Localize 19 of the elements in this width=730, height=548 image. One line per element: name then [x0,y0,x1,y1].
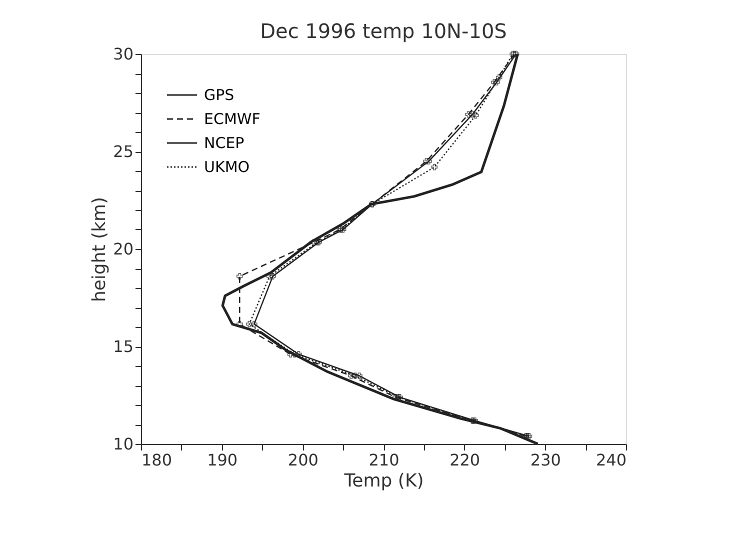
y-tick-label: 10 [113,434,134,454]
legend-label: UKMO [204,158,250,176]
y-tick-label: 15 [113,337,134,356]
y-axis-title: height (km) [89,196,110,302]
x-tick-label: 210 [368,450,400,470]
x-tick-label: 180 [142,450,172,470]
x-tick-label: 200 [288,450,318,470]
legend-label: NCEP [204,134,244,152]
y-tick-label: 25 [113,142,134,161]
legend-label: ECMWF [204,110,260,128]
x-tick-label: 230 [530,450,561,470]
y-tick-label: 30 [113,44,134,64]
legend-label: GPS [204,86,234,104]
x-tick-label: 220 [450,450,480,470]
y-tick-label: 20 [113,240,134,258]
x-tick-label: 240 [596,450,626,470]
x-axis-title: Temp (K) [343,470,424,492]
x-tick-label: 190 [207,450,238,470]
chart-title: Dec 1996 temp 10N-10S [260,19,507,43]
